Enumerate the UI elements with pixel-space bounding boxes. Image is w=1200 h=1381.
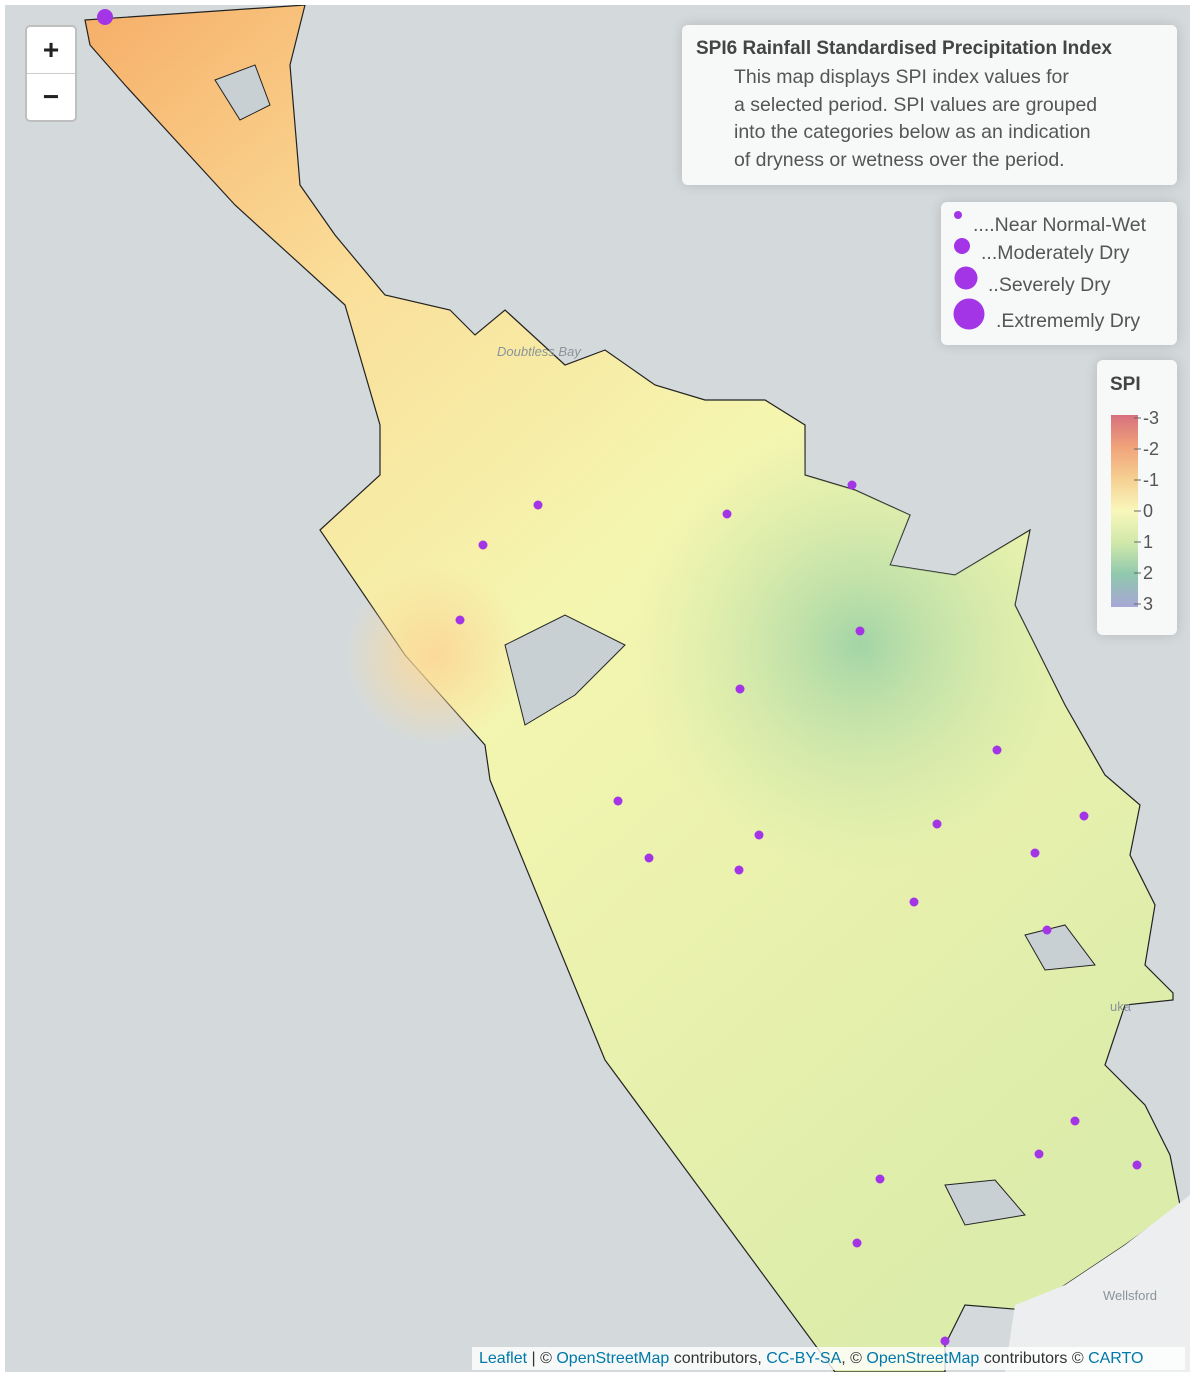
map-label: uka [1110,999,1132,1014]
info-line: into the categories below as an indicati… [734,121,1091,143]
site-marker [1079,811,1089,821]
info-line: of dryness or wetness over the period. [734,148,1065,171]
site-marker [1030,848,1040,858]
legend-label: ..Severely Dry [988,274,1111,296]
color-legend-title: SPI [1110,374,1141,395]
info-line: a selected period. SPI values are groupe… [734,93,1098,116]
site-marker [1070,1116,1080,1126]
size-legend-svg: ....Near Normal-Wet ...Moderately Dry ..… [953,211,1147,332]
legend-label: ...Moderately Dry [981,242,1130,264]
site-marker [875,1174,885,1184]
zoom-out[interactable]: − [27,73,75,120]
map-label: Wellsford [1103,1288,1157,1303]
legend-dot [953,298,985,330]
legend-label: ....Near Normal-Wet [973,214,1147,236]
colorbar: -3 -2 -1 0 1 2 3 [1111,408,1159,614]
site-marker [855,626,865,636]
site-marker [909,897,919,907]
legend-label: .Extrememly Dry [996,310,1140,332]
colorbar-label: -2 [1143,439,1159,459]
land-outside [1005,1195,1190,1372]
site-marker [533,500,543,510]
legend-dot [954,238,970,254]
site-marker [478,540,488,550]
colorbar-label: 1 [1143,532,1153,552]
site-marker [735,684,745,694]
site-marker [1042,925,1052,935]
colorbar-label: 2 [1143,563,1153,583]
info-panel: SPI6 Rainfall Standardised Precipitation… [682,25,1177,185]
text: contributors © [983,1350,1084,1367]
link[interactable]: OpenStreetMap [866,1350,980,1367]
link[interactable]: CARTO [1088,1350,1144,1367]
site-marker [722,509,732,519]
attribution: Leaflet | © OpenStreetMap contributors, … [472,1347,1185,1370]
colorbar-ramp [1111,415,1138,607]
site-marker [932,819,942,829]
text: contributors, [673,1350,762,1367]
site-marker [992,745,1002,755]
info-line: This map displays SPI index values for [734,66,1069,88]
site-marker [940,1336,950,1346]
link[interactable]: OpenStreetMap [556,1350,670,1367]
link[interactable]: Leaflet [479,1350,528,1367]
inlet [214,64,1096,1226]
map[interactable]: Doubtless Bay Wellsford uka + − SPI6 Rai… [5,5,1190,1372]
colorbar-label: -1 [1143,470,1159,490]
legend-dot [954,266,978,290]
zoom-control: + − [25,25,77,122]
dry-shading [345,565,525,745]
wet-shading [85,5,1180,1372]
colorbar-label: -3 [1143,408,1159,428]
zoom-in[interactable]: + [42,34,60,65]
site-marker [613,796,623,806]
colorbar-label: 3 [1143,594,1153,614]
site-marker [644,853,654,863]
map-label: Doubtless Bay [497,344,582,359]
link[interactable]: CC-BY-SA [766,1350,842,1367]
site-marker [1034,1149,1044,1159]
text: , © [841,1350,862,1367]
text: | © [531,1350,552,1367]
site-marker [847,480,857,490]
site-marker [97,9,113,25]
info-title: SPI6 Rainfall Standardised Precipitation… [696,38,1112,59]
size-legend: ....Near Normal-Wet ...Moderately Dry ..… [941,202,1177,345]
site-marker [734,865,744,875]
site-marker [1132,1160,1142,1170]
legend-dot [954,211,962,219]
sites [97,9,1142,1346]
site-marker [754,830,764,840]
color-legend: SPI -3 -2 -1 0 1 2 3 [1097,360,1177,635]
site-marker [852,1238,862,1248]
map-layer: Doubtless Bay Wellsford uka [84,5,1190,1372]
site-marker [455,615,465,625]
colorbar-label: 0 [1143,501,1153,521]
